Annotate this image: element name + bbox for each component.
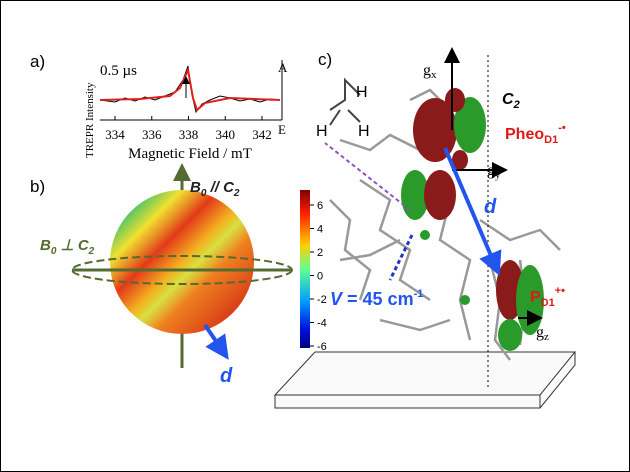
pheo: PheoD1-•	[505, 122, 566, 146]
x-tick-label: 334	[105, 127, 125, 142]
h: H	[316, 123, 328, 140]
fit	[99, 66, 281, 112]
gz: gz	[536, 324, 549, 343]
label: c)	[318, 50, 332, 69]
panel-b: b) B0 // C2 B0 ⊥ C2 d	[30, 163, 310, 387]
dipole-arrow	[203, 323, 229, 360]
h: H	[356, 84, 368, 101]
h: H	[358, 123, 370, 140]
emission: E	[278, 122, 286, 137]
colorbar-label: 0	[317, 271, 323, 283]
c2: C2	[502, 91, 520, 111]
coupling: V = 45 cm-1	[330, 288, 423, 309]
absorption: A	[278, 60, 288, 75]
p-d1: PD1+•	[530, 285, 565, 309]
y-label: TREPR Intensity	[84, 82, 96, 158]
x-tick-label: 338	[179, 127, 199, 142]
sphere	[110, 190, 254, 334]
label: a)	[30, 52, 45, 71]
label: b)	[30, 177, 45, 196]
x-tick-label: 340	[216, 127, 236, 142]
panel-a: a) 0.5 µs TREPR Intensity Magnetic Field…	[30, 52, 288, 162]
colorbar-label: -6	[317, 341, 327, 353]
gy: gy	[487, 162, 501, 181]
colorbar-label: 4	[317, 224, 323, 236]
colorbar-label: -2	[317, 294, 327, 306]
dashed	[388, 234, 414, 281]
b-parallel: B0 // C2	[190, 179, 240, 199]
colorbar-label: 2	[317, 247, 323, 259]
x-tick-label: 336	[142, 127, 162, 142]
x-tick-label: 342	[252, 127, 272, 142]
dipole: d	[484, 196, 497, 218]
b-perp: B0 ⊥ C2	[40, 237, 95, 257]
dipole: d	[220, 365, 233, 387]
time: 0.5 µs	[100, 63, 137, 79]
colorbar-label: -4	[317, 318, 327, 330]
dipole-arrow	[443, 147, 502, 277]
colorbar	[300, 190, 310, 348]
gx: gx	[423, 62, 437, 81]
panel-c: c) gx gy gz C2 PheoD1-• PD1+• d V = 45 c…	[273, 47, 577, 409]
colorbar-label: 6	[317, 200, 323, 212]
x-label: Magnetic Field / mT	[128, 146, 252, 162]
platform	[273, 351, 577, 409]
